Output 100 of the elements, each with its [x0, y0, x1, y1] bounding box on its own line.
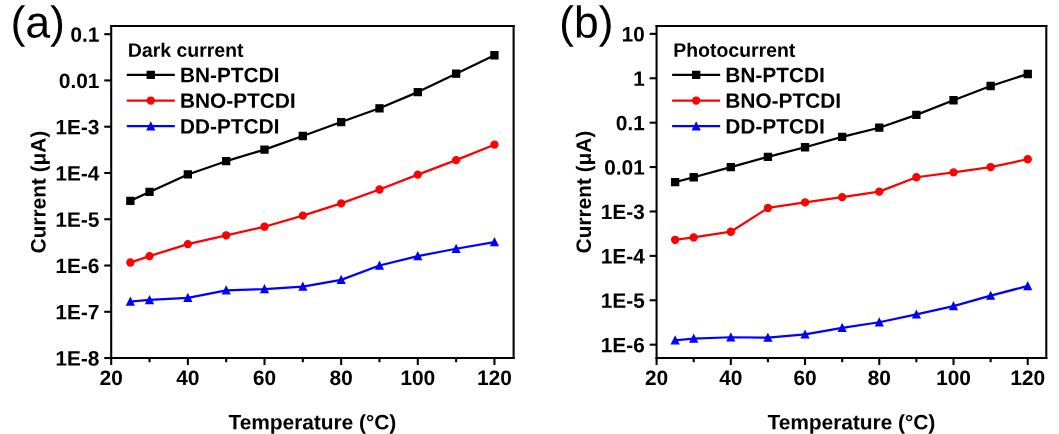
- chart-title: (a): [13, 5, 63, 47]
- y-tick-label: 1E-5: [56, 212, 99, 228]
- x-tick-label: 60: [253, 370, 276, 386]
- point: [451, 155, 461, 165]
- y-tick-label: 1E-3: [602, 204, 645, 220]
- point: [375, 104, 384, 113]
- point: [413, 251, 422, 261]
- y-tick-label: 1E-5: [602, 293, 645, 309]
- point: [763, 333, 773, 342]
- point: [126, 297, 135, 306]
- y-axis-title: Current (μA): [30, 131, 50, 253]
- point: [336, 199, 346, 208]
- point: [986, 162, 995, 172]
- point: [336, 275, 346, 285]
- legend-label: BN-PTCDI: [726, 67, 824, 83]
- point: [689, 334, 698, 343]
- y-tick-label: 1E-7: [56, 305, 99, 320]
- point: [689, 233, 698, 242]
- x-tick-label: 100: [401, 370, 435, 386]
- y-tick-label: 1E-6: [56, 258, 99, 274]
- chart-title: (b): [561, 5, 611, 47]
- point: [145, 251, 154, 261]
- point: [670, 177, 680, 187]
- point: [336, 117, 346, 127]
- x-tick-label: 120: [1011, 370, 1045, 386]
- legend-title: Photocurrent: [674, 42, 796, 57]
- point: [451, 244, 461, 253]
- point: [413, 170, 422, 179]
- point: [222, 286, 231, 295]
- point: [183, 293, 193, 303]
- point: [726, 333, 735, 342]
- point: [670, 235, 680, 244]
- point: [763, 203, 773, 213]
- point: [912, 110, 921, 120]
- point: [800, 330, 810, 339]
- point: [1023, 281, 1032, 291]
- point: [413, 87, 422, 97]
- x-axis-title: Temperature (°C): [767, 414, 935, 434]
- y-tick-label: 1E-4: [602, 249, 645, 264]
- point: [260, 222, 269, 231]
- y-tick-label: 1: [634, 71, 645, 86]
- y-tick-label: 1E-4: [56, 166, 100, 181]
- y-tick-label: 0.01: [59, 73, 99, 89]
- point: [837, 323, 847, 332]
- x-tick-label: 100: [937, 370, 971, 386]
- legend-label: BNO-PTCDI: [726, 93, 840, 109]
- point: [183, 170, 193, 179]
- point: [298, 131, 307, 141]
- point: [800, 198, 810, 207]
- x-tick-label: 80: [330, 370, 352, 386]
- y-tick-label: 1E-6: [602, 337, 645, 353]
- point: [726, 162, 735, 172]
- y-tick-label: 0.1: [71, 27, 99, 42]
- point: [298, 282, 307, 291]
- point: [222, 157, 231, 166]
- point: [912, 173, 921, 182]
- x-tick-label: 20: [645, 370, 668, 386]
- point: [1023, 155, 1032, 164]
- point: [875, 318, 884, 327]
- point: [183, 239, 193, 249]
- point: [670, 336, 680, 345]
- point: [126, 258, 135, 267]
- x-tick-label: 60: [794, 370, 816, 386]
- point: [126, 196, 135, 206]
- legend-label: DD-PTCDI: [726, 118, 824, 134]
- y-tick-label: 1E-8: [56, 351, 99, 366]
- point: [689, 173, 698, 182]
- point: [145, 187, 154, 197]
- point: [912, 310, 921, 319]
- point: [837, 132, 847, 141]
- legend-title: Dark current: [129, 42, 244, 57]
- y-tick-label: 0.01: [605, 160, 645, 175]
- point: [298, 211, 307, 220]
- point: [986, 291, 995, 300]
- point: [222, 231, 231, 240]
- y-tick-label: 0.1: [616, 115, 645, 131]
- x-tick-label: 80: [868, 370, 891, 386]
- legend-label: BNO-PTCDI: [181, 93, 295, 109]
- point: [490, 237, 499, 247]
- legend-label: DD-PTCDI: [181, 118, 279, 134]
- point: [1023, 69, 1032, 79]
- y-axis-title: Current (μA): [575, 131, 596, 253]
- point: [490, 140, 499, 149]
- x-tick-label: 120: [478, 370, 511, 386]
- x-axis-title: Temperature (°C): [228, 414, 396, 434]
- point: [949, 168, 958, 177]
- point: [260, 284, 269, 294]
- point: [260, 145, 269, 154]
- point: [490, 51, 499, 60]
- point: [986, 81, 995, 91]
- point: [145, 295, 154, 305]
- y-tick-label: 10: [622, 26, 644, 42]
- point: [949, 301, 958, 311]
- point: [875, 123, 884, 132]
- point: [837, 192, 847, 202]
- y-tick-label: 1E-3: [56, 119, 99, 135]
- point: [949, 96, 958, 105]
- x-tick-label: 40: [719, 370, 742, 386]
- point: [451, 69, 461, 78]
- point: [763, 152, 773, 162]
